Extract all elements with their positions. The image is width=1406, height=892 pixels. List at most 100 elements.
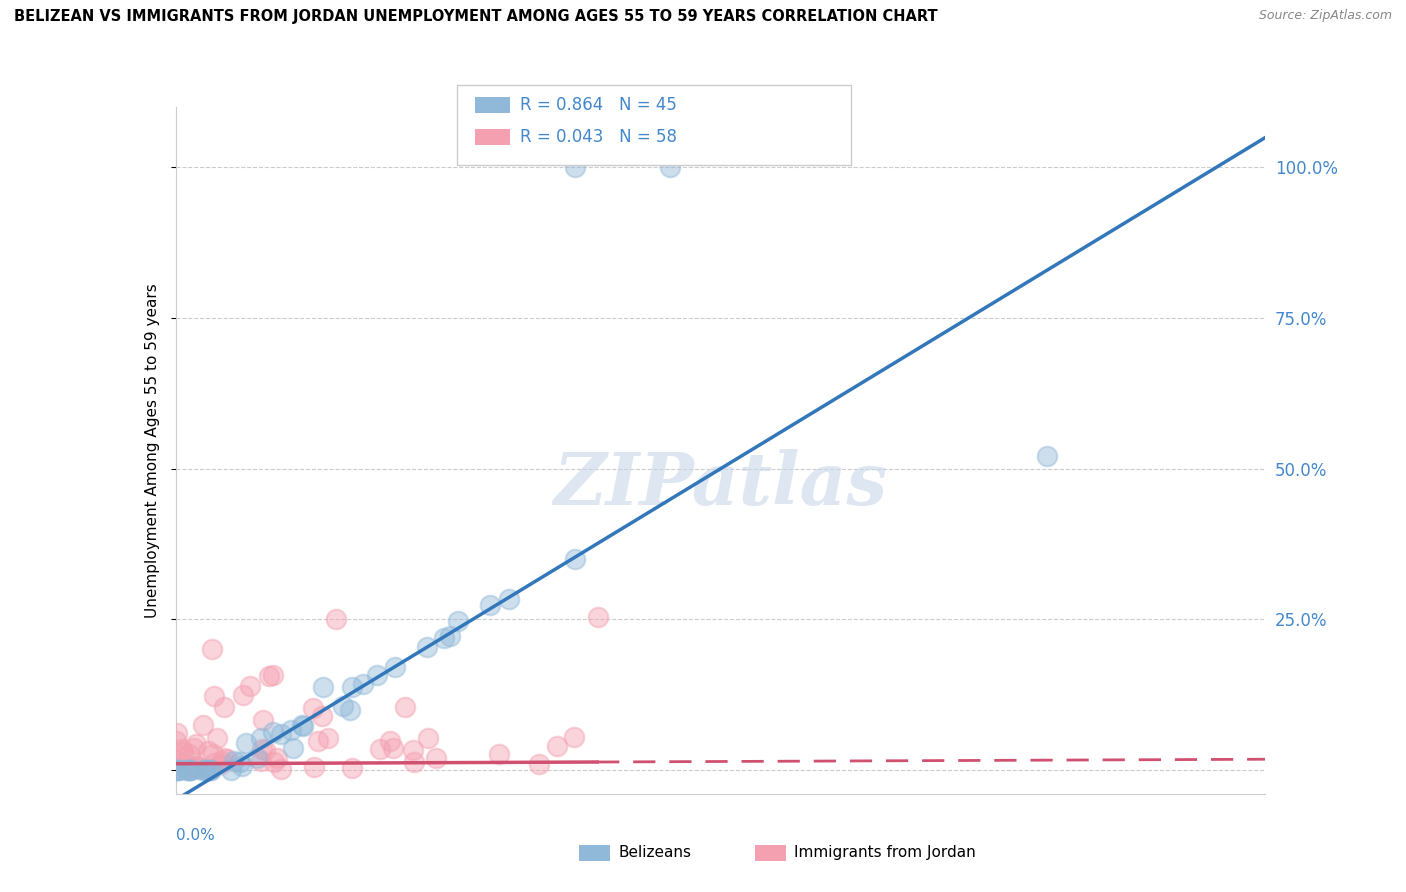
Point: [352, 676, 374, 690]
Point: [176, 763, 198, 777]
Point: [231, 759, 253, 773]
Point: [586, 610, 609, 624]
Point: [302, 759, 325, 773]
Point: [202, 756, 225, 771]
Point: [202, 690, 225, 704]
Point: [311, 709, 333, 723]
Point: [172, 741, 194, 756]
Point: [425, 751, 447, 765]
Y-axis label: Unemployment Among Ages 55 to 59 years: Unemployment Among Ages 55 to 59 years: [145, 283, 160, 618]
Point: [177, 763, 200, 777]
Point: [200, 763, 222, 777]
Point: [252, 713, 274, 727]
Point: [209, 756, 232, 771]
Point: [176, 762, 198, 776]
Point: [564, 552, 586, 566]
Point: [402, 742, 425, 756]
Point: [200, 763, 222, 777]
Text: Source: ZipAtlas.com: Source: ZipAtlas.com: [1258, 9, 1392, 22]
Point: [262, 668, 284, 682]
Point: [183, 741, 205, 756]
Point: [312, 680, 335, 694]
Point: [342, 761, 364, 775]
Point: [562, 730, 585, 744]
Point: [232, 688, 254, 702]
Point: [266, 751, 288, 765]
Point: [263, 755, 285, 769]
Point: [432, 631, 454, 645]
Point: [177, 760, 200, 774]
Text: R = 0.043   N = 58: R = 0.043 N = 58: [520, 128, 678, 146]
Point: [1036, 450, 1059, 464]
Point: [439, 629, 461, 643]
Point: [214, 751, 236, 765]
Point: [658, 161, 681, 175]
Point: [488, 747, 510, 762]
Point: [197, 744, 219, 758]
Point: [165, 734, 187, 748]
Point: [384, 660, 406, 674]
Point: [167, 763, 190, 777]
Point: [291, 717, 314, 731]
Point: [546, 739, 568, 754]
Point: [186, 761, 208, 775]
Point: [394, 699, 416, 714]
Point: [165, 763, 187, 777]
Point: [250, 742, 273, 756]
Point: [366, 668, 388, 682]
Text: 0.0%: 0.0%: [176, 828, 215, 843]
Text: R = 0.864   N = 45: R = 0.864 N = 45: [520, 96, 678, 114]
Point: [316, 731, 339, 745]
Point: [262, 724, 284, 739]
Point: [193, 717, 215, 731]
Point: [205, 731, 228, 746]
Point: [246, 751, 269, 765]
Point: [201, 642, 224, 657]
Point: [179, 763, 201, 777]
Text: Belizeans: Belizeans: [619, 846, 692, 860]
Point: [235, 736, 257, 750]
Point: [200, 763, 222, 777]
Point: [416, 640, 439, 654]
Point: [332, 698, 354, 713]
Point: [166, 747, 188, 762]
Point: [307, 734, 329, 748]
Point: [250, 731, 273, 745]
Point: [270, 762, 292, 776]
Text: Immigrants from Jordan: Immigrants from Jordan: [794, 846, 976, 860]
Point: [166, 726, 188, 740]
Point: [416, 731, 439, 746]
Text: BELIZEAN VS IMMIGRANTS FROM JORDAN UNEMPLOYMENT AMONG AGES 55 TO 59 YEARS CORREL: BELIZEAN VS IMMIGRANTS FROM JORDAN UNEMP…: [14, 9, 938, 24]
Point: [250, 754, 273, 768]
Point: [222, 754, 245, 768]
Point: [187, 760, 209, 774]
Point: [211, 754, 233, 768]
Point: [194, 763, 217, 777]
Point: [191, 763, 214, 777]
Point: [239, 679, 262, 693]
Point: [229, 755, 252, 769]
Text: ZIPatlas: ZIPatlas: [554, 450, 887, 520]
Point: [498, 592, 520, 607]
Point: [302, 701, 325, 715]
Point: [283, 740, 305, 755]
Point: [368, 741, 391, 756]
Point: [214, 699, 236, 714]
Point: [479, 598, 502, 612]
Point: [280, 723, 302, 738]
Point: [201, 747, 224, 761]
Point: [221, 763, 243, 777]
Point: [166, 763, 188, 777]
Point: [197, 763, 219, 777]
Point: [447, 614, 470, 628]
Point: [270, 727, 292, 741]
Point: [186, 737, 208, 751]
Point: [194, 763, 217, 777]
Point: [253, 742, 276, 756]
Point: [404, 756, 426, 770]
Point: [378, 734, 401, 748]
Point: [340, 680, 363, 694]
Point: [184, 759, 207, 773]
Point: [165, 753, 187, 767]
Point: [215, 752, 238, 766]
